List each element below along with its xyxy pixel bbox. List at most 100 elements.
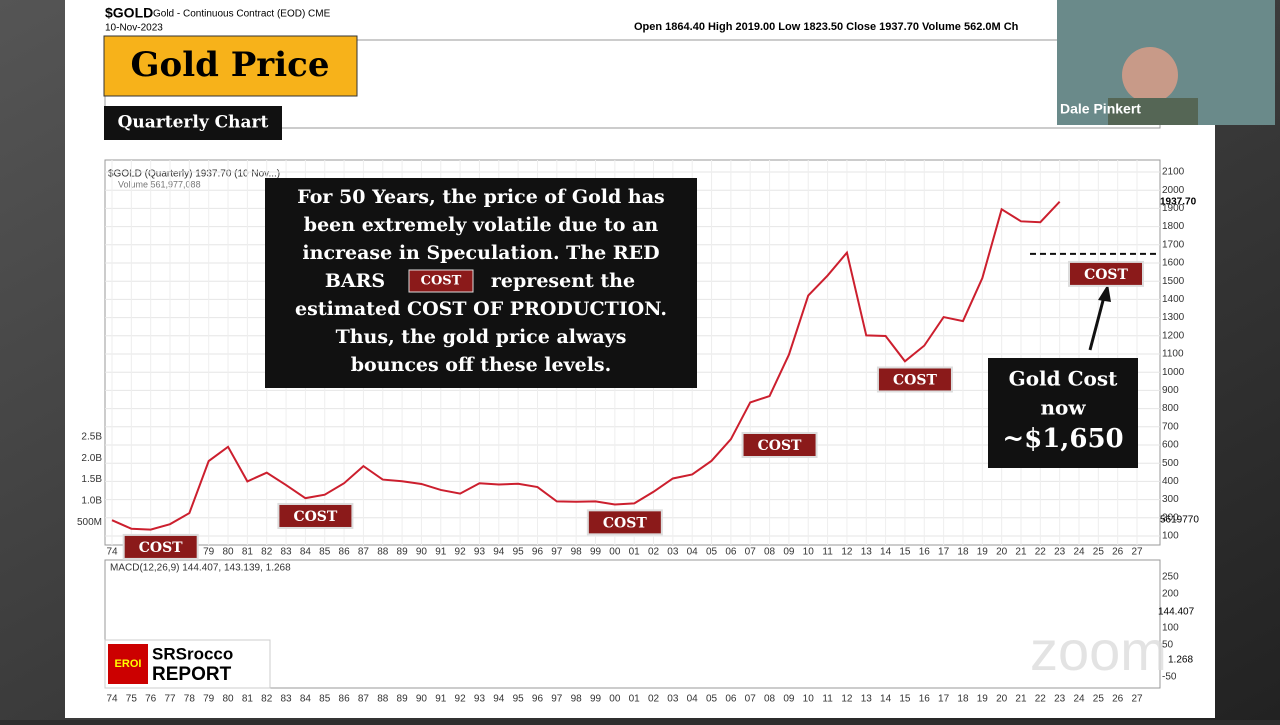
watermark: zoom bbox=[1030, 619, 1167, 682]
x-tick-label: 74 bbox=[106, 547, 118, 558]
cost-box-box bbox=[741, 432, 818, 458]
macd-plot bbox=[104, 559, 1161, 689]
x-tick-label: 22 bbox=[1035, 694, 1047, 705]
x-tick-label: 01 bbox=[629, 694, 641, 705]
x-tick-label: 99 bbox=[590, 547, 602, 558]
cost-note-line: now bbox=[1040, 396, 1086, 420]
x-tick-label: 76 bbox=[145, 694, 157, 705]
x-tick-label: 16 bbox=[919, 547, 931, 558]
presenter-name: Dale Pinkert bbox=[1060, 101, 1141, 117]
x-tick-label: 91 bbox=[435, 694, 447, 705]
inline-cost-label: COST bbox=[421, 274, 462, 289]
x-tick-label: 27 bbox=[1131, 694, 1143, 705]
y-tick-label: 2100 bbox=[1162, 167, 1185, 178]
x-tick-label: 79 bbox=[203, 547, 215, 558]
volume-last-label: 5619770 bbox=[1160, 515, 1199, 526]
x-tick-label: 18 bbox=[957, 547, 969, 558]
x-tick-label: 83 bbox=[280, 547, 292, 558]
price-line bbox=[111, 200, 1061, 531]
date: 10-Nov-2023 bbox=[105, 23, 163, 34]
x-tick-label: 12 bbox=[841, 547, 853, 558]
y-tick-label: 1200 bbox=[1162, 330, 1185, 341]
x-tick-label: 82 bbox=[261, 547, 273, 558]
x-tick-label: 80 bbox=[222, 547, 234, 558]
annotation-line: For 50 Years, the price of Gold has bbox=[297, 186, 664, 208]
x-tick-label: 75 bbox=[126, 694, 138, 705]
x-tick-label: 85 bbox=[319, 694, 331, 705]
x-tick-label: 07 bbox=[745, 694, 757, 705]
x-tick-label: 13 bbox=[861, 694, 873, 705]
x-tick-label: 20 bbox=[996, 547, 1008, 558]
inline-cost-box bbox=[408, 269, 474, 293]
y-tick-label: 300 bbox=[1162, 494, 1179, 505]
presenter-face bbox=[1122, 47, 1178, 103]
cost-box-label: COST bbox=[293, 509, 337, 525]
x-tick-label: 21 bbox=[1015, 694, 1027, 705]
macd-tick-label: 250 bbox=[1162, 572, 1179, 583]
arrow bbox=[1088, 292, 1107, 351]
x-tick-label: 14 bbox=[880, 547, 892, 558]
x-tick-label: 90 bbox=[416, 547, 428, 558]
cost-now-box bbox=[1068, 260, 1144, 287]
logo-top: SRSrocco bbox=[152, 644, 233, 663]
y-tick-label: 200 bbox=[1162, 512, 1179, 523]
title-box bbox=[103, 35, 358, 97]
x-tick-label: 10 bbox=[803, 694, 815, 705]
y-tick-label: 1600 bbox=[1162, 258, 1185, 269]
x-tick-label: 86 bbox=[339, 547, 351, 558]
x-tick-label: 04 bbox=[687, 694, 699, 705]
x-tick-label: 15 bbox=[899, 547, 911, 558]
cost-box-box bbox=[277, 502, 354, 529]
x-tick-label: 18 bbox=[957, 694, 969, 705]
volume-tick-label: 2.0B bbox=[81, 453, 102, 464]
x-tick-label: 23 bbox=[1054, 547, 1066, 558]
x-tick-label: 13 bbox=[861, 547, 873, 558]
y-tick-label: 1400 bbox=[1162, 294, 1185, 305]
x-tick-label: 25 bbox=[1093, 694, 1105, 705]
x-tick-label: 90 bbox=[416, 694, 428, 705]
x-tick-label: 26 bbox=[1112, 547, 1124, 558]
subtitle-box bbox=[104, 106, 282, 140]
x-tick-label: 12 bbox=[841, 694, 853, 705]
x-tick-label: 15 bbox=[899, 694, 911, 705]
macd-last-label: 144.407 bbox=[1158, 607, 1195, 618]
x-tick-label: 03 bbox=[667, 547, 679, 558]
x-tick-label: 08 bbox=[764, 547, 776, 558]
x-tick-label: 88 bbox=[377, 694, 389, 705]
y-tick-label: 1500 bbox=[1162, 276, 1185, 287]
annotation-box bbox=[265, 178, 697, 388]
x-tick-label: 85 bbox=[319, 547, 331, 558]
x-tick-label: 11 bbox=[822, 547, 833, 558]
x-tick-label: 86 bbox=[339, 694, 351, 705]
annotation-line: Thus, the gold price always bbox=[336, 326, 627, 348]
logo-bottom: REPORT bbox=[152, 664, 232, 685]
x-tick-label: 87 bbox=[358, 694, 370, 705]
y-tick-label: 600 bbox=[1162, 440, 1179, 451]
contract: Gold - Continuous Contract (EOD) CME bbox=[153, 9, 331, 20]
x-tick-label: 21 bbox=[1015, 547, 1027, 558]
x-tick-label: 83 bbox=[280, 694, 292, 705]
y-tick-label: 800 bbox=[1162, 403, 1179, 414]
x-tick-label: 06 bbox=[725, 694, 737, 705]
x-tick-label: 96 bbox=[532, 547, 544, 558]
y-tick-label: 100 bbox=[1162, 531, 1179, 542]
x-tick-label: 22 bbox=[1035, 547, 1047, 558]
x-tick-label: 11 bbox=[822, 694, 833, 705]
y-tick-label: 500 bbox=[1162, 458, 1179, 469]
x-tick-label: 91 bbox=[435, 547, 447, 558]
volume-tick-label: 2.5B bbox=[81, 432, 102, 443]
annotation-line: been extremely volatile due to an bbox=[304, 214, 659, 236]
x-tick-label: 87 bbox=[358, 547, 370, 558]
logo-eroi: EROI bbox=[115, 658, 142, 670]
x-tick-label: 88 bbox=[377, 547, 389, 558]
x-tick-label: 84 bbox=[300, 694, 312, 705]
x-tick-label: 02 bbox=[648, 694, 660, 705]
annotation-line: represent the bbox=[491, 270, 635, 292]
x-tick-label: 94 bbox=[493, 547, 505, 558]
x-tick-label: 89 bbox=[397, 694, 409, 705]
y-tick-label: 1900 bbox=[1162, 203, 1185, 214]
x-tick-label: 97 bbox=[551, 694, 563, 705]
x-tick-label: 05 bbox=[706, 547, 718, 558]
x-tick-label: 93 bbox=[474, 694, 486, 705]
